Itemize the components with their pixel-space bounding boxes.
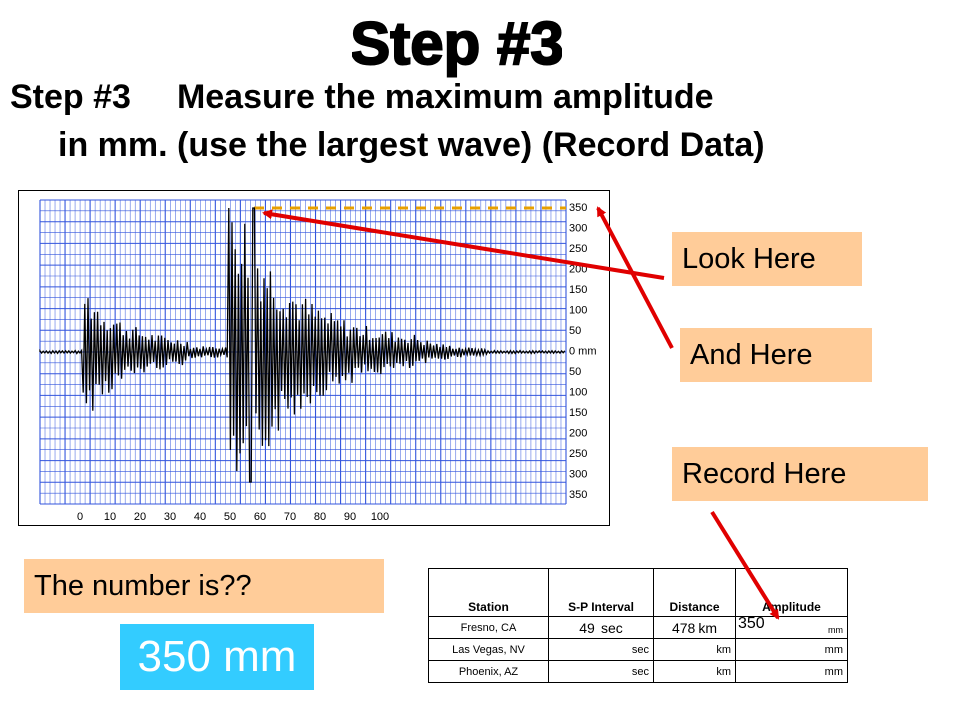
header-amplitude: Amplitude bbox=[735, 568, 848, 617]
y-tick-label: 50 bbox=[569, 325, 581, 337]
instruction-line-2: in mm. (use the largest wave) (Record Da… bbox=[58, 126, 765, 164]
x-tick-label: 0 bbox=[77, 511, 83, 523]
cell-distance[interactable]: km bbox=[653, 660, 736, 683]
big-title-text: Step #3 bbox=[352, 10, 562, 77]
x-tick-label: 30 bbox=[164, 511, 176, 523]
seismic-wave-trace bbox=[39, 207, 566, 483]
distance-unit: km bbox=[716, 665, 731, 678]
header-station: Station bbox=[428, 568, 549, 617]
cell-amplitude[interactable]: mm bbox=[735, 638, 848, 661]
distance-unit: km bbox=[698, 619, 718, 636]
y-tick-label: 300 bbox=[569, 469, 587, 481]
cell-station: Phoenix, AZ bbox=[428, 660, 549, 683]
x-tick-label: 50 bbox=[224, 511, 236, 523]
record-here-callout: Record Here bbox=[672, 447, 928, 501]
amplitude-unit: mm bbox=[824, 665, 843, 678]
distance-value: 478 bbox=[671, 619, 696, 636]
table-row: Las Vegas, NV sec km mm bbox=[428, 638, 848, 661]
table-row: Fresno, CA 49 sec 478 km 350 mm bbox=[428, 615, 848, 639]
y-tick-label: 200 bbox=[569, 264, 587, 276]
time-scale: 0 10 20 30 40 50 60 70 80 90 100 bbox=[77, 511, 389, 523]
cell-amplitude[interactable]: mm bbox=[735, 660, 848, 683]
amplitude-unit: mm bbox=[828, 625, 843, 635]
x-tick-label: 10 bbox=[104, 511, 116, 523]
cell-distance[interactable]: km bbox=[653, 638, 736, 661]
x-tick-label: 100 bbox=[371, 511, 389, 523]
x-tick-label: 90 bbox=[344, 511, 356, 523]
x-tick-label: 40 bbox=[194, 511, 206, 523]
cell-station: Las Vegas, NV bbox=[428, 638, 549, 661]
y-tick-label: 100 bbox=[569, 387, 587, 399]
x-tick-label: 70 bbox=[284, 511, 296, 523]
cell-sp-interval[interactable]: 49 sec bbox=[548, 616, 654, 639]
cell-sp-interval[interactable]: sec bbox=[548, 638, 654, 661]
cell-sp-interval[interactable]: sec bbox=[548, 660, 654, 683]
sp-unit: sec bbox=[631, 643, 649, 656]
cell-distance[interactable]: 478 km bbox=[653, 616, 736, 639]
x-tick-label: 80 bbox=[314, 511, 326, 523]
y-tick-label: 0 mm bbox=[569, 346, 597, 358]
sp-unit: sec bbox=[631, 665, 649, 678]
instruction-text: Measure the maximum amplitude bbox=[176, 78, 714, 116]
x-tick-label: 20 bbox=[134, 511, 146, 523]
y-tick-label: 150 bbox=[569, 407, 587, 419]
amplitude-value: 350 bbox=[738, 615, 765, 632]
y-tick-label: 50 bbox=[569, 366, 581, 378]
y-tick-label: 250 bbox=[569, 448, 587, 460]
slide-big-title: Step #3 bbox=[352, 9, 562, 78]
x-tick-label: 60 bbox=[254, 511, 266, 523]
y-tick-label: 300 bbox=[569, 223, 587, 235]
instruction-line-1: Step #3 Measure the maximum amplitude bbox=[10, 78, 714, 117]
y-tick-label: 150 bbox=[569, 284, 587, 296]
y-tick-label: 200 bbox=[569, 428, 587, 440]
header-sp-interval: S-P Interval bbox=[548, 568, 654, 617]
y-tick-label: 350 bbox=[569, 489, 587, 501]
table-row: Phoenix, AZ sec km mm bbox=[428, 660, 848, 683]
table-header-row: Station S-P Interval Distance Amplitude bbox=[428, 568, 848, 617]
y-tick-label: 100 bbox=[569, 305, 587, 317]
the-number-callout: The number is?? bbox=[24, 559, 384, 613]
and-here-callout: And Here bbox=[680, 328, 872, 382]
y-tick-label: 350 bbox=[569, 202, 587, 214]
sp-value: 49 bbox=[579, 619, 595, 636]
data-table: Station S-P Interval Distance Amplitude … bbox=[428, 568, 848, 683]
y-tick-label: 250 bbox=[569, 243, 587, 255]
look-here-callout: Look Here bbox=[672, 232, 862, 286]
header-distance: Distance bbox=[653, 568, 736, 617]
answer-box: 350 mm bbox=[120, 624, 314, 690]
instruction-step-label: Step #3 bbox=[10, 78, 131, 116]
sp-unit: sec bbox=[600, 619, 623, 636]
cell-station: Fresno, CA bbox=[428, 616, 549, 639]
distance-unit: km bbox=[716, 643, 731, 656]
amplitude-unit: mm bbox=[824, 643, 843, 656]
cell-amplitude[interactable]: 350 mm bbox=[735, 615, 848, 639]
